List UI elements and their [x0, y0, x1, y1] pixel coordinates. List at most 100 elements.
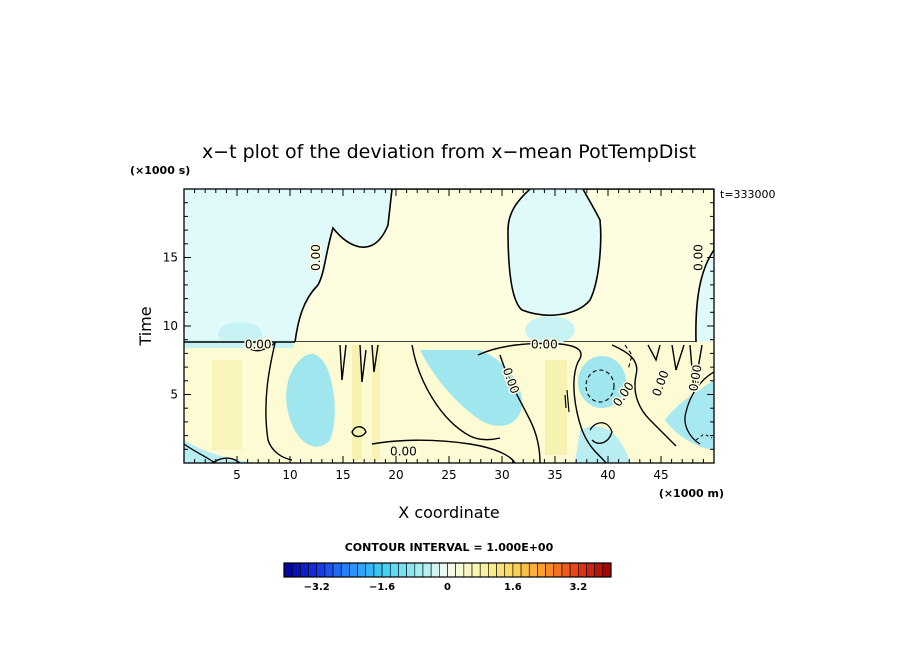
x-tick-label: 30 [494, 468, 509, 482]
colorbar-cell [365, 562, 375, 578]
colorbar-tick-label: −1.6 [369, 582, 395, 593]
colorbar-tick-label: 1.6 [504, 582, 522, 593]
chart-title: x−t plot of the deviation from x−mean Po… [202, 141, 696, 163]
contour-field [184, 189, 714, 463]
x-tick-label: 35 [547, 468, 562, 482]
contour-line-5 [411, 344, 501, 441]
contour-line-8 [499, 354, 541, 463]
y-axis-ticks: 5 10 15 [163, 202, 714, 450]
y-axis-label: Time [136, 306, 155, 346]
colorbar-cell [308, 562, 317, 578]
contour-line-4 [351, 426, 367, 438]
contour-label: 0.00 [686, 364, 704, 393]
colorbar-cell [422, 562, 432, 578]
contour-line-12 [589, 422, 613, 444]
warm-streak-4 [545, 360, 567, 455]
contour-label: 0.00 [531, 338, 558, 352]
cool-blob-e [184, 440, 260, 463]
y-tick-label: 5 [170, 388, 178, 402]
warm-streak-1 [352, 345, 362, 460]
colorbar-cell [586, 562, 595, 578]
warm-streak-3 [212, 360, 242, 450]
contour-line-9 [564, 389, 570, 413]
contour-negative-1 [585, 369, 615, 403]
x-tick-label: 10 [282, 468, 297, 482]
plot-area: 0.000.00 0.000.00 0.00 0.00 0.000.000.00 5 10… [163, 188, 715, 482]
colorbar-cell [447, 562, 456, 578]
contour-line-6 [371, 439, 516, 463]
colorbar-cell [439, 562, 448, 578]
contour-negative-2 [624, 344, 633, 371]
cool-blob-top-2 [525, 316, 575, 344]
cool-blob-f [575, 426, 630, 463]
contour-labels: 0.000.00 0.000.00 0.00 0.00 0.000.000.00 [243, 243, 707, 460]
contour-line-3 [339, 344, 379, 383]
colorbar-cell [594, 562, 604, 578]
cool-blob-a [286, 354, 335, 447]
colorbar-cell [512, 562, 522, 578]
y-unit-label: (×1000 s) [130, 164, 190, 177]
colorbar-cell [430, 562, 440, 578]
colorbar-frame [283, 562, 612, 578]
contour-label: 0.00 [692, 244, 706, 271]
colorbar-cell [381, 562, 391, 578]
colorbar-cell [496, 562, 506, 578]
cool-blob-c [578, 356, 626, 408]
contour-label: 0.00 [309, 244, 323, 271]
x-tick-label: 20 [388, 468, 403, 482]
colorbar-cell [488, 562, 497, 578]
colorbar-cell [283, 562, 293, 578]
x-tick-label: 45 [653, 468, 668, 482]
cool-blob-b [420, 350, 523, 426]
colorbar-cell [528, 562, 538, 578]
colorbar-tick-label: 0 [444, 582, 451, 593]
colorbar-cell [479, 562, 489, 578]
colorbar-cell [324, 562, 334, 578]
cool-blob-d [665, 380, 714, 450]
colorbar-cell [349, 562, 358, 578]
colorbar-cell [357, 562, 367, 578]
y-tick-label: 10 [163, 319, 178, 333]
colorbar-cell [389, 562, 399, 578]
colorbar-cell [471, 562, 481, 578]
colorbar-cell [569, 562, 579, 578]
colorbar-cell [340, 562, 350, 578]
x-axis-ticks: 5 10 15 20 25 30 35 40 45 [194, 189, 704, 482]
x-axis-label: X coordinate [398, 503, 499, 522]
contour-line-13 [184, 443, 216, 463]
colorbar-cell [406, 562, 416, 578]
colorbar-tick-label: −3.2 [304, 582, 330, 593]
colorbar-cell [332, 562, 342, 578]
x-tick-label: 25 [441, 468, 456, 482]
colorbar-cell [520, 562, 530, 578]
colorbar-cell [545, 562, 555, 578]
warm-streak-2 [372, 345, 380, 460]
colorbar-cell [373, 562, 383, 578]
colorbar-cell [602, 562, 612, 578]
colorbar-cell [291, 562, 301, 578]
contour-line-7 [477, 342, 607, 463]
time-stamp: t=333000 [720, 188, 776, 201]
colorbar-cell [577, 562, 587, 578]
colorbar-cell [414, 562, 424, 578]
cool-blob-top [218, 322, 262, 346]
colorbar-ticks: −3.2 −1.6 0 1.6 3.2 [304, 582, 588, 593]
x-tick-label: 40 [600, 468, 615, 482]
colorbar-cell [504, 562, 514, 578]
colorbar-cell [463, 562, 473, 578]
x-unit-label: (×1000 m) [659, 487, 724, 500]
contour-line-2 [244, 341, 293, 461]
contour-label: 0.00 [390, 445, 417, 459]
x-tick-label: 5 [233, 468, 241, 482]
colorbar-cell [561, 562, 571, 578]
y-tick-label: 15 [163, 251, 178, 265]
colorbar-cell [398, 562, 407, 578]
colorbar-tick-label: 3.2 [569, 582, 587, 593]
x-tick-label: 15 [335, 468, 350, 482]
colorbar-cell [455, 562, 465, 578]
colorbar-cell [553, 562, 563, 578]
colorbar-cell [300, 562, 309, 578]
colorbar [283, 562, 612, 578]
contour-line-15 [684, 371, 714, 445]
